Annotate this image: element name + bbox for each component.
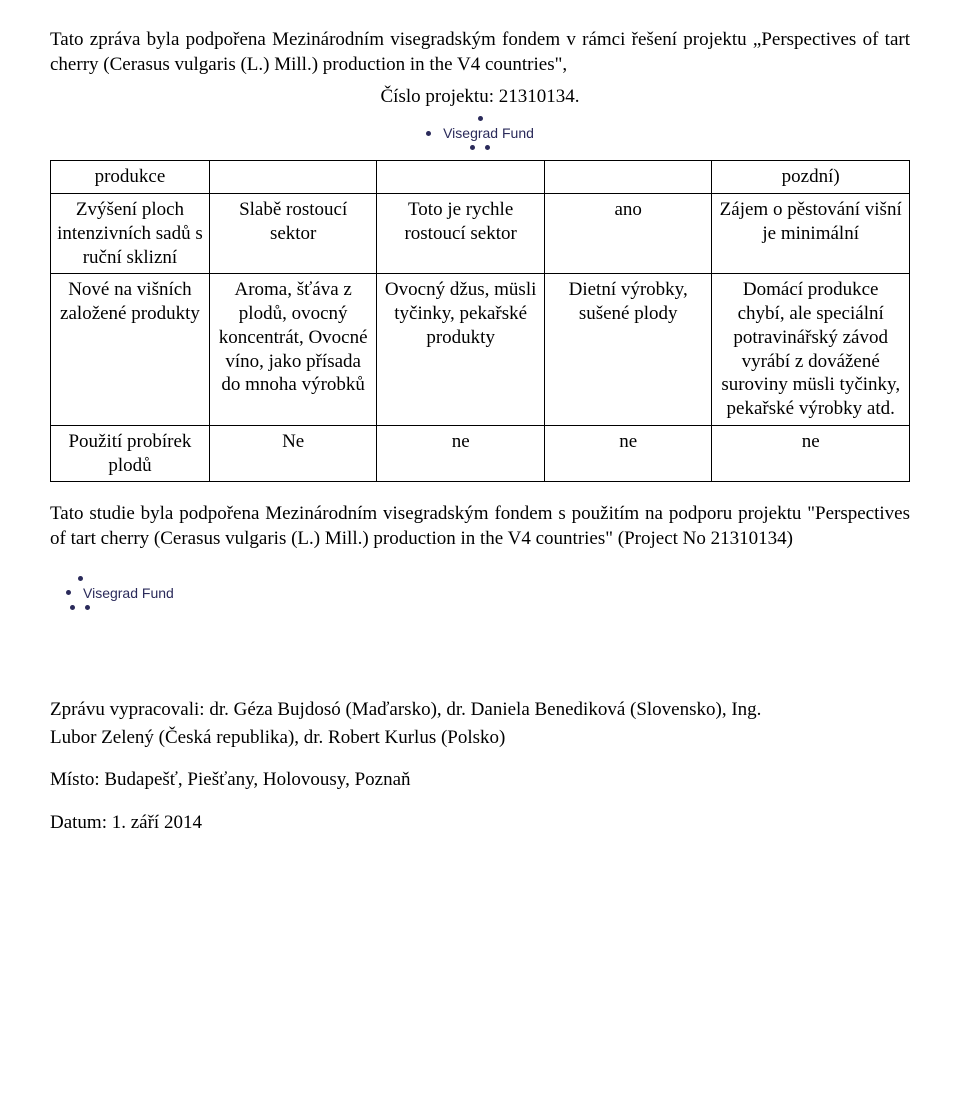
table-cell bbox=[544, 161, 712, 194]
table-row: Zvýšení ploch intenzivních sadů s ruční … bbox=[51, 194, 910, 274]
visegrad-fund-logo: Visegrad Fund bbox=[66, 576, 910, 610]
table-row: produkce pozdní) bbox=[51, 161, 910, 194]
comparison-table: produkce pozdní) Zvýšení ploch intenzivn… bbox=[50, 160, 910, 482]
logo-dot-icon bbox=[85, 605, 90, 610]
logo-label: Visegrad Fund bbox=[83, 584, 174, 602]
table-cell: Nové na višních založené produkty bbox=[51, 274, 210, 426]
logo-dot-icon bbox=[70, 605, 75, 610]
place-line: Místo: Budapešť, Piešťany, Holovousy, Po… bbox=[50, 768, 910, 793]
table-cell: ne bbox=[712, 425, 910, 482]
table-cell bbox=[209, 161, 377, 194]
table-cell: Zájem o pěstování višní je minimální bbox=[712, 194, 910, 274]
header-paragraph: Tato zpráva byla podpořena Mezinárodním … bbox=[50, 28, 910, 77]
table-cell: Toto je rychle rostoucí sektor bbox=[377, 194, 545, 274]
logo-dot-icon bbox=[78, 576, 83, 581]
table-cell: Použití probírek plodů bbox=[51, 425, 210, 482]
table-cell: ne bbox=[377, 425, 545, 482]
table-cell: Ovocný džus, müsli tyčinky, pekařské pro… bbox=[377, 274, 545, 426]
table-cell: pozdní) bbox=[712, 161, 910, 194]
logo-dot-icon bbox=[478, 116, 483, 121]
acknowledgement-paragraph: Tato studie byla podpořena Mezinárodním … bbox=[50, 502, 910, 551]
logo-label: Visegrad Fund bbox=[443, 124, 534, 142]
logo-dot-icon bbox=[470, 145, 475, 150]
table-cell: Domácí produkce chybí, ale speciální pot… bbox=[712, 274, 910, 426]
logo-dot-icon bbox=[485, 145, 490, 150]
table-cell: Ne bbox=[209, 425, 377, 482]
table-row: Použití probírek plodů Ne ne ne ne bbox=[51, 425, 910, 482]
table-cell bbox=[377, 161, 545, 194]
table-cell: ano bbox=[544, 194, 712, 274]
authors-line: Zprávu vypracovali: dr. Géza Bujdosó (Ma… bbox=[50, 698, 910, 723]
header-project-number: Číslo projektu: 21310134. bbox=[50, 85, 910, 110]
date-line: Datum: 1. září 2014 bbox=[50, 811, 910, 836]
table-row: Nové na višních založené produkty Aroma,… bbox=[51, 274, 910, 426]
visegrad-fund-logo: Visegrad Fund bbox=[410, 116, 550, 150]
logo-dot-icon bbox=[66, 590, 71, 595]
logo-dot-icon bbox=[426, 131, 431, 136]
table-cell: produkce bbox=[51, 161, 210, 194]
table-cell: ne bbox=[544, 425, 712, 482]
table-cell: Dietní výrobky, sušené plody bbox=[544, 274, 712, 426]
authors-line: Lubor Zelený (Česká republika), dr. Robe… bbox=[50, 726, 910, 751]
table-cell: Aroma, šťáva z plodů, ovocný koncentrát,… bbox=[209, 274, 377, 426]
table-cell: Zvýšení ploch intenzivních sadů s ruční … bbox=[51, 194, 210, 274]
table-cell: Slabě rostoucí sektor bbox=[209, 194, 377, 274]
